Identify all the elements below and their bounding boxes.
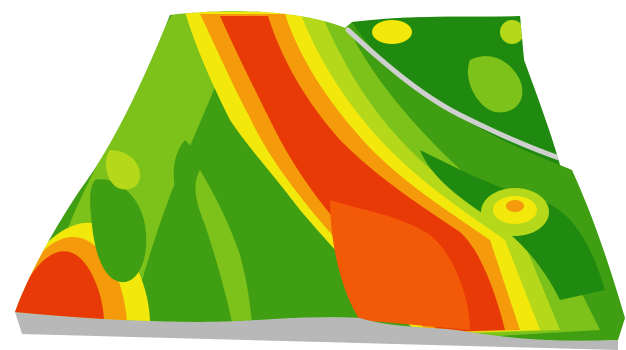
terrain-west-green-patch	[90, 179, 147, 283]
terrain-knoll-yellow-top	[372, 20, 412, 44]
terrain-base-shadow	[15, 312, 618, 350]
terrain-knoll-lightgreen-topright	[500, 20, 524, 44]
terrain-ne-lightgreen-patch	[467, 56, 523, 113]
terrain-sw-red	[15, 251, 104, 325]
terrain-band-red-lobe	[330, 200, 470, 330]
terrain-knoll-orange-right	[506, 200, 524, 212]
terrain-seam-line	[345, 27, 568, 163]
terrain-west-yellowgreen-patch	[105, 150, 140, 190]
terrain-valley-lightgreen-center	[195, 170, 252, 322]
terrain-ne-darkgreen	[352, 16, 560, 165]
